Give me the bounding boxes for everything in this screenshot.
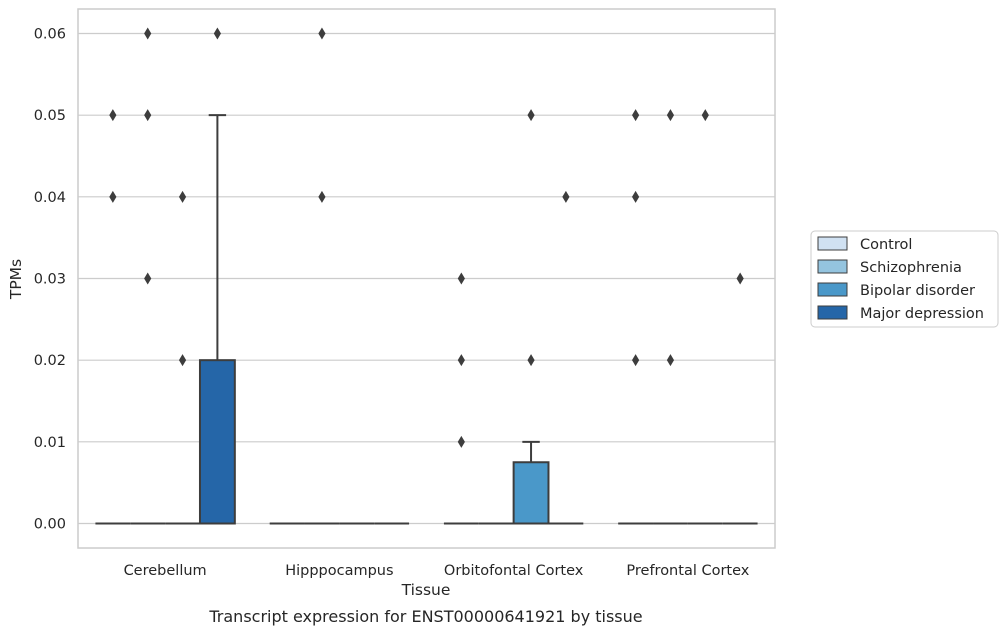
legend-swatch: [817, 282, 848, 297]
outlier-point: [632, 190, 640, 203]
legend-label: Bipolar disorder: [860, 283, 975, 299]
outlier-point: [109, 109, 117, 122]
outlier-point: [666, 354, 675, 367]
x-tick-label: Prefrontal Cortex: [626, 563, 749, 579]
legend-frame: [810, 230, 999, 328]
box-schizophrenia: [304, 27, 340, 525]
outlier-point: [457, 435, 465, 448]
outlier-point: [178, 190, 187, 203]
legend-label: Control: [860, 237, 912, 253]
box-control: [95, 109, 131, 525]
outlier-point: [527, 354, 535, 367]
outlier-point: [144, 27, 152, 40]
gridlines: [78, 32, 775, 525]
outlier-point: [178, 354, 187, 367]
box-major-depression: [198, 27, 236, 525]
legend: Control Schizophrenia Bipolar disorder Majo…: [810, 230, 999, 328]
y-tick-label: 0.03: [34, 272, 66, 288]
box-control: [443, 272, 479, 525]
outlier-point: [144, 109, 152, 122]
box-body: [512, 461, 550, 525]
box-series: [95, 27, 758, 525]
y-tick-label: 0.06: [34, 27, 66, 43]
chart-caption: Transcript expression for ENST0000064192…: [208, 607, 642, 626]
box-schizophrenia: [653, 109, 688, 525]
legend-swatch: [817, 236, 848, 251]
legend-swatch: [817, 259, 848, 274]
box-schizophrenia: [130, 27, 166, 525]
y-tick-label: 0.00: [34, 517, 66, 533]
box-bipolar-disorder: [687, 109, 723, 525]
box-major-depression: [548, 190, 584, 525]
y-tick-label: 0.04: [34, 190, 66, 206]
legend-swatch: [817, 305, 848, 320]
outlier-point: [457, 354, 465, 367]
legend-label: Major depression: [860, 306, 984, 322]
outlier-point: [213, 27, 221, 40]
y-axis-title: TPMs: [7, 259, 25, 300]
x-axis-title: Tissue: [401, 581, 451, 599]
outlier-point: [144, 272, 152, 285]
outlier-point: [666, 109, 675, 122]
outlier-point: [527, 109, 535, 122]
y-tick-label: 0.05: [34, 108, 66, 124]
x-tick-label: Hipppocampus: [285, 563, 393, 579]
y-axis-ticks: 0.00 0.01 0.02 0.03 0.04 0.05 0.06: [34, 27, 66, 533]
outlier-point: [318, 190, 326, 203]
x-tick-label: Orbitofontal Cortex: [444, 563, 584, 579]
box-bipolar-disorder: [165, 190, 200, 525]
outlier-point: [457, 272, 465, 285]
outlier-point: [109, 190, 117, 203]
outlier-point: [701, 109, 709, 122]
outlier-point: [632, 109, 640, 122]
y-tick-label: 0.01: [34, 435, 66, 451]
box-bipolar-disorder: [512, 109, 550, 525]
outlier-point: [562, 190, 570, 203]
outlier-point: [632, 354, 640, 367]
y-tick-label: 0.02: [34, 353, 66, 369]
x-axis-ticks: Cerebellum Hipppocampus Orbitofontal Corte…: [124, 563, 750, 579]
outlier-point: [318, 27, 326, 40]
x-tick-label: Cerebellum: [124, 563, 207, 579]
box-major-depression: [722, 272, 758, 525]
box-control: [618, 109, 654, 525]
outlier-point: [736, 272, 744, 285]
legend-label: Schizophrenia: [860, 260, 962, 276]
plot-frame: [77, 8, 776, 549]
box-body: [198, 359, 236, 525]
